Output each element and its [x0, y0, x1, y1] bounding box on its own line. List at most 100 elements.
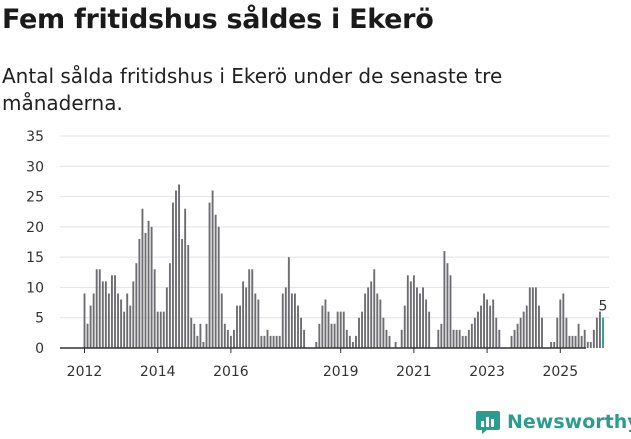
- bar: [333, 323, 336, 348]
- bar: [208, 202, 211, 348]
- bar: [138, 238, 141, 348]
- bar: [336, 311, 339, 348]
- bar: [419, 293, 421, 348]
- bar: [318, 323, 321, 348]
- bar: [455, 329, 458, 348]
- bar: [135, 263, 138, 348]
- bar: [290, 293, 293, 348]
- bar: [348, 335, 351, 348]
- bar: [498, 329, 501, 348]
- bar: [370, 281, 373, 348]
- bar: [556, 317, 559, 348]
- bar: [123, 311, 126, 348]
- bar: [190, 317, 193, 348]
- bar: [412, 275, 415, 348]
- bar: [229, 335, 232, 348]
- bar: [589, 341, 592, 348]
- bar: [257, 299, 260, 348]
- bars: [83, 184, 604, 348]
- bar: [473, 317, 476, 348]
- bar: [260, 335, 263, 348]
- bar: [239, 305, 241, 348]
- bar: [120, 299, 123, 348]
- y-tick-label: 25: [26, 190, 44, 206]
- bar: [330, 323, 333, 348]
- bar: [266, 329, 269, 348]
- bar: [129, 305, 132, 348]
- bar: [233, 329, 235, 348]
- bar: [553, 341, 556, 348]
- bar: [104, 281, 107, 348]
- x-tick-label: 2016: [213, 364, 249, 380]
- bar: [226, 329, 229, 348]
- bar: [150, 226, 153, 348]
- bar: [592, 329, 595, 348]
- bar: [394, 341, 397, 348]
- bar: [373, 269, 376, 348]
- bar: [199, 323, 202, 348]
- bar: [409, 281, 412, 348]
- bar: [595, 317, 598, 348]
- bar: [327, 311, 330, 348]
- bar: [178, 184, 180, 348]
- bar: [388, 335, 391, 348]
- bar: [205, 323, 208, 348]
- bar: [440, 323, 443, 348]
- bar: [272, 335, 275, 348]
- bar: [425, 299, 428, 348]
- bar: [275, 335, 278, 348]
- bar: [355, 335, 357, 348]
- bar: [339, 311, 342, 348]
- bar: [181, 238, 184, 348]
- bar: [217, 226, 220, 348]
- bar: [300, 317, 302, 348]
- bar: [446, 263, 449, 348]
- bar: [568, 335, 571, 348]
- bar: [144, 232, 147, 348]
- bar: [385, 329, 388, 348]
- bar: [364, 293, 367, 348]
- x-axis: [60, 347, 586, 353]
- bar: [531, 287, 534, 348]
- bar: [516, 323, 519, 348]
- bar: [458, 329, 461, 348]
- bar: [111, 275, 113, 348]
- bar: [510, 335, 513, 348]
- newsworthy-brand[interactable]: Newsworthy: [475, 406, 631, 438]
- bar: [83, 293, 86, 348]
- x-tick-label: 2021: [396, 364, 432, 380]
- y-tick-label: 5: [35, 311, 44, 327]
- bar: [565, 317, 568, 348]
- bar: [382, 317, 385, 348]
- bar: [101, 281, 104, 348]
- bar: [541, 317, 543, 348]
- y-tick-label: 10: [26, 280, 44, 296]
- bar: [211, 190, 214, 348]
- bar: [126, 293, 129, 348]
- bar: [278, 335, 281, 348]
- bar: [464, 335, 467, 348]
- bar: [400, 329, 403, 348]
- bar: [242, 281, 245, 348]
- bar: [483, 293, 485, 348]
- x-tick-label: 2025: [542, 364, 578, 380]
- bar: [89, 305, 92, 348]
- bar: [470, 323, 473, 348]
- bar: [202, 341, 205, 348]
- bar: [303, 329, 306, 348]
- bar: [159, 311, 162, 348]
- bar: [153, 269, 156, 348]
- bar: [196, 335, 199, 348]
- bar: [254, 293, 257, 348]
- bar: [168, 263, 171, 348]
- bar: [437, 329, 440, 348]
- bar: [342, 311, 345, 348]
- bar: [132, 281, 135, 348]
- bar: [117, 293, 119, 348]
- bar: [361, 311, 363, 348]
- y-tick-label: 30: [26, 159, 44, 175]
- y-tick-label: 35: [26, 129, 44, 145]
- bar: [294, 293, 296, 348]
- bar: [162, 311, 165, 348]
